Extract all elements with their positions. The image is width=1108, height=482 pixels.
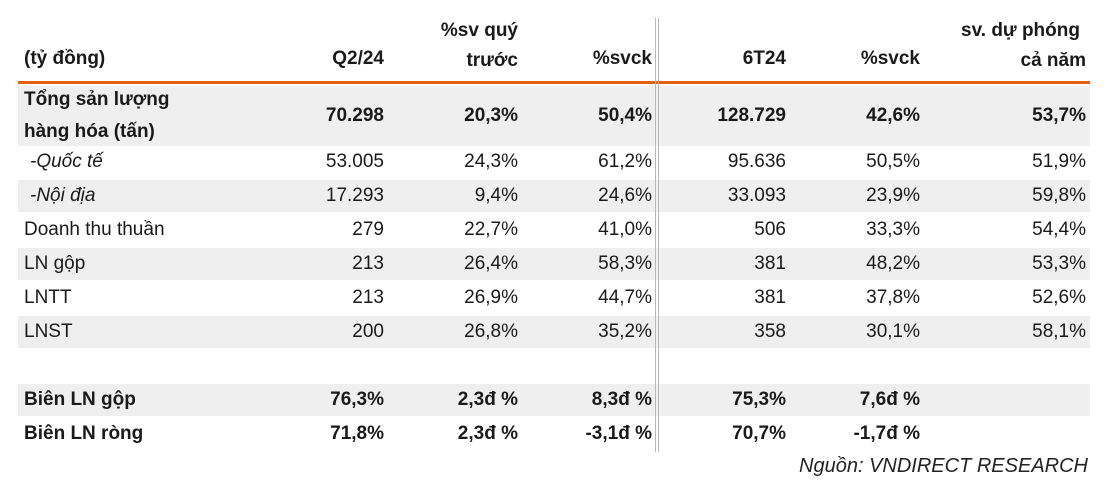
qoq-header-line2: trước bbox=[466, 50, 518, 71]
h1-value: 128.729 bbox=[717, 105, 786, 126]
yoy-value: 24,6% bbox=[598, 185, 652, 206]
row-label: -Nội địa bbox=[30, 185, 96, 206]
qoq-value: 20,3% bbox=[464, 105, 518, 126]
yoy-value: 61,2% bbox=[598, 151, 652, 172]
q2-value: 70.298 bbox=[325, 105, 384, 126]
h1-yoy-value: 7,6đ % bbox=[859, 389, 920, 410]
qoq-value: 26,9% bbox=[464, 287, 518, 308]
qoq-value: 9,4% bbox=[474, 185, 518, 206]
row-label-line1: Tổng sản lượng bbox=[24, 89, 170, 110]
h1-value: 358 bbox=[754, 321, 786, 342]
h1-yoy-value: -1,7đ % bbox=[853, 423, 920, 444]
table-row: Biên LN ròng 71,8% 2,3đ % -3,1đ % 70,7% … bbox=[18, 418, 1090, 450]
yoy-value: 41,0% bbox=[598, 219, 652, 240]
h1-yoy-value: 42,6% bbox=[866, 105, 920, 126]
table-row: LNST 200 26,8% 35,2% 358 30,1% 58,1% bbox=[18, 316, 1090, 348]
q2-value: 53.005 bbox=[325, 151, 384, 172]
header-rule bbox=[18, 81, 1090, 84]
row-label: LNST bbox=[24, 321, 73, 342]
h1-yoy-value: 33,3% bbox=[866, 219, 920, 240]
source-note: Nguồn: VNDIRECT RESEARCH bbox=[799, 455, 1088, 477]
table-row: -Quốc tế 53.005 24,3% 61,2% 95.636 50,5%… bbox=[18, 146, 1090, 178]
row-label: Doanh thu thuần bbox=[24, 219, 165, 240]
forecast-value: 58,1% bbox=[1032, 321, 1086, 342]
row-label: Tổng sản lượng hàng hóa (tấn) bbox=[24, 86, 169, 146]
yoy-value: 50,4% bbox=[598, 105, 652, 126]
qoq-header-line1: %sv quý bbox=[440, 20, 518, 41]
row-label: LNTT bbox=[24, 287, 72, 308]
yoy-value: 44,7% bbox=[598, 287, 652, 308]
forecast-value: 53,3% bbox=[1032, 253, 1086, 274]
column-separator bbox=[655, 18, 656, 452]
h1-yoy-value: 30,1% bbox=[866, 321, 920, 342]
yoy-value: 58,3% bbox=[598, 253, 652, 274]
row-label: -Quốc tế bbox=[30, 151, 103, 172]
q2-value: 76,3% bbox=[330, 389, 384, 410]
h1-yoy-value: 50,5% bbox=[866, 151, 920, 172]
h1-yoy-value: 48,2% bbox=[866, 253, 920, 274]
q2-header: Q2/24 bbox=[332, 48, 384, 69]
h1-value: 381 bbox=[754, 287, 786, 308]
qoq-value: 2,3đ % bbox=[457, 423, 518, 444]
q2-value: 71,8% bbox=[330, 423, 384, 444]
h1-value: 506 bbox=[754, 219, 786, 240]
forecast-value: 59,8% bbox=[1032, 185, 1086, 206]
row-label: LN gộp bbox=[24, 253, 86, 274]
spacer-row bbox=[18, 350, 1090, 382]
yoy-value: -3,1đ % bbox=[585, 423, 652, 444]
qoq-value: 24,3% bbox=[464, 151, 518, 172]
forecast-value: 54,4% bbox=[1032, 219, 1086, 240]
q2-value: 279 bbox=[352, 219, 384, 240]
table-row: Tổng sản lượng hàng hóa (tấn) 70.298 20,… bbox=[18, 86, 1090, 146]
yoy-value: 8,3đ % bbox=[591, 389, 652, 410]
table-row: LNTT 213 26,9% 44,7% 381 37,8% 52,6% bbox=[18, 282, 1090, 314]
table-row: Doanh thu thuần 279 22,7% 41,0% 506 33,3… bbox=[18, 214, 1090, 246]
table-row: -Nội địa 17.293 9,4% 24,6% 33.093 23,9% … bbox=[18, 180, 1090, 212]
qoq-value: 22,7% bbox=[464, 219, 518, 240]
qoq-value: 2,3đ % bbox=[457, 389, 518, 410]
forecast-value: 53,7% bbox=[1032, 105, 1086, 126]
qoq-value: 26,8% bbox=[464, 321, 518, 342]
h1-value: 70,7% bbox=[732, 423, 786, 444]
q2-value: 200 bbox=[352, 321, 384, 342]
column-separator bbox=[658, 18, 659, 452]
forecast-header-line2: cả năm bbox=[1020, 50, 1086, 71]
h1-value: 95.636 bbox=[727, 151, 786, 172]
yoy-value: 35,2% bbox=[598, 321, 652, 342]
h1-yoy-value: 23,9% bbox=[866, 185, 920, 206]
row-label: Biên LN ròng bbox=[24, 423, 144, 444]
h1-header: 6T24 bbox=[742, 48, 786, 69]
q2-value: 213 bbox=[352, 287, 384, 308]
h1-value: 33.093 bbox=[727, 185, 786, 206]
forecast-value: 51,9% bbox=[1032, 151, 1086, 172]
q2-value: 213 bbox=[352, 253, 384, 274]
row-label-line2: hàng hóa (tấn) bbox=[24, 121, 155, 142]
row-label: Biên LN gộp bbox=[24, 389, 136, 410]
q2-value: 17.293 bbox=[325, 185, 384, 206]
unit-header: (tỷ đồng) bbox=[24, 48, 106, 69]
table-row: Biên LN gộp 76,3% 2,3đ % 8,3đ % 75,3% 7,… bbox=[18, 384, 1090, 416]
h1-yoy-value: 37,8% bbox=[866, 287, 920, 308]
forecast-value: 52,6% bbox=[1032, 287, 1086, 308]
table-row: LN gộp 213 26,4% 58,3% 381 48,2% 53,3% bbox=[18, 248, 1090, 280]
h1-yoy-header: %svck bbox=[860, 48, 920, 69]
forecast-header-line1: sv. dự phóng bbox=[961, 20, 1080, 41]
h1-value: 381 bbox=[754, 253, 786, 274]
yoy-header: %svck bbox=[592, 48, 652, 69]
qoq-value: 26,4% bbox=[464, 253, 518, 274]
h1-value: 75,3% bbox=[732, 389, 786, 410]
